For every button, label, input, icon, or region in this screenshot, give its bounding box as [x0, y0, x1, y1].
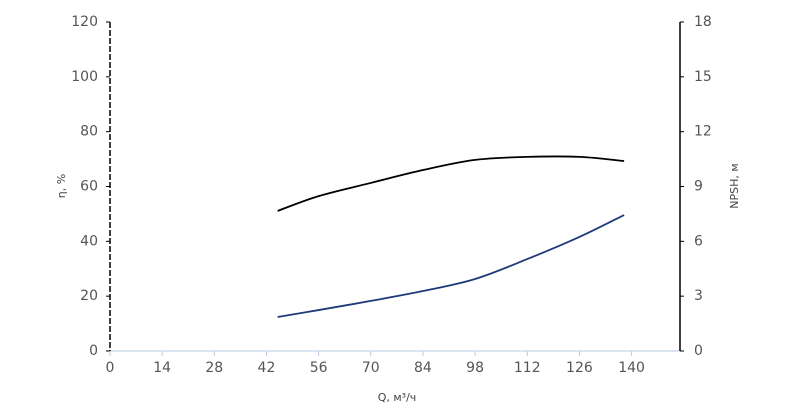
y-tick-label: 60 — [80, 179, 98, 195]
y2-tick-label: 12 — [694, 124, 712, 140]
x-tick-label: 14 — [153, 360, 171, 376]
y-tick-label: 120 — [71, 14, 98, 30]
x-tick-label: 56 — [310, 360, 328, 376]
x-tick-label: 0 — [106, 360, 115, 376]
x-tick-label: 70 — [362, 360, 380, 376]
x-tick-label: 84 — [414, 360, 432, 376]
y-tick-label: 20 — [80, 288, 98, 304]
y2-tick-label: 3 — [694, 288, 703, 304]
y-axis-title: η, % — [55, 174, 68, 198]
x-tick-label: 42 — [258, 360, 276, 376]
y2-tick-label: 9 — [694, 179, 703, 195]
x-tick-label: 112 — [514, 360, 541, 376]
y-tick-label: 40 — [80, 233, 98, 249]
x-tick-label: 98 — [466, 360, 484, 376]
y-tick-label: 0 — [89, 343, 98, 359]
y2-tick-label: 18 — [694, 14, 712, 30]
line-series — [277, 155, 625, 212]
y2-tick-label: 15 — [694, 69, 712, 85]
x-tick-label: 140 — [618, 360, 645, 376]
y-tick-label: 100 — [71, 69, 98, 85]
y2-tick-label: 6 — [694, 233, 703, 249]
x-tick-label: 28 — [205, 360, 223, 376]
x-tick-label: 126 — [566, 360, 593, 376]
y-tick-label: 80 — [80, 124, 98, 140]
y2-axis-title: NPSH, м — [728, 163, 741, 208]
y2-tick-label: 0 — [694, 343, 703, 359]
x-axis-title: Q, м³/ч — [378, 391, 417, 404]
line-series — [277, 214, 625, 318]
